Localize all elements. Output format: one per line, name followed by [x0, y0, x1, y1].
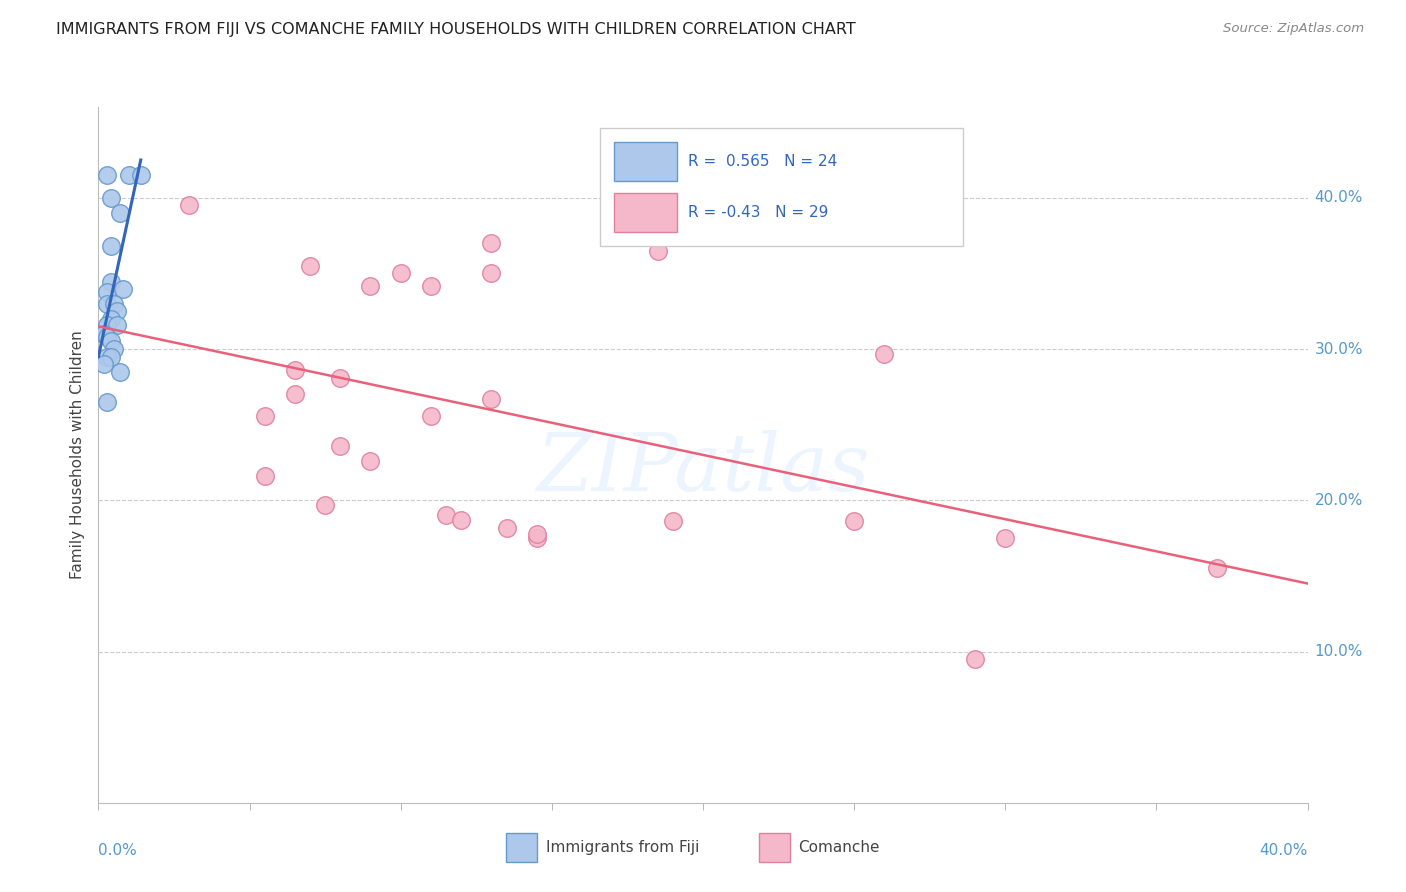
Point — [100, 239, 122, 253]
Point — [96, 350, 118, 364]
Point — [100, 311, 122, 326]
Point — [481, 267, 503, 281]
Point — [450, 513, 472, 527]
Text: Comanche: Comanche — [799, 840, 880, 855]
Text: 0.0%: 0.0% — [98, 843, 138, 858]
Point — [93, 357, 115, 371]
Text: ZIPatlas: ZIPatlas — [536, 430, 870, 508]
Point — [105, 304, 128, 318]
Text: 20.0%: 20.0% — [1315, 492, 1362, 508]
Point — [118, 168, 141, 182]
Point — [661, 515, 683, 529]
Point — [93, 326, 115, 341]
Point — [100, 276, 122, 290]
Point — [96, 296, 118, 310]
Point — [844, 515, 866, 529]
Point — [481, 392, 503, 406]
Point — [526, 531, 548, 545]
Point — [96, 395, 118, 409]
Text: IMMIGRANTS FROM FIJI VS COMANCHE FAMILY HOUSEHOLDS WITH CHILDREN CORRELATION CHA: IMMIGRANTS FROM FIJI VS COMANCHE FAMILY … — [56, 22, 856, 37]
Point — [329, 371, 352, 385]
Text: R =  0.565   N = 24: R = 0.565 N = 24 — [688, 153, 837, 169]
Point — [647, 244, 669, 258]
Point — [103, 296, 125, 310]
Point — [314, 498, 336, 512]
Point — [526, 526, 548, 541]
Y-axis label: Family Households with Children: Family Households with Children — [70, 331, 86, 579]
Point — [495, 520, 517, 534]
Point — [108, 206, 131, 220]
Point — [100, 334, 122, 349]
Point — [100, 191, 122, 205]
Text: Source: ZipAtlas.com: Source: ZipAtlas.com — [1223, 22, 1364, 36]
Point — [360, 454, 382, 468]
Point — [481, 236, 503, 251]
Point — [965, 652, 987, 666]
Point — [360, 278, 382, 293]
Point — [419, 409, 441, 423]
Point — [96, 285, 118, 299]
Point — [129, 168, 152, 182]
Point — [100, 350, 122, 364]
Point — [96, 318, 118, 332]
Text: 10.0%: 10.0% — [1315, 644, 1362, 659]
Point — [108, 365, 131, 379]
Point — [329, 439, 352, 453]
Point — [389, 267, 412, 281]
Point — [103, 342, 125, 356]
Point — [284, 387, 307, 401]
Point — [253, 409, 276, 423]
Text: R = -0.43   N = 29: R = -0.43 N = 29 — [688, 205, 828, 220]
Point — [1206, 561, 1229, 575]
Point — [873, 346, 896, 360]
Point — [299, 259, 322, 273]
Text: 40.0%: 40.0% — [1315, 190, 1362, 205]
Text: Immigrants from Fiji: Immigrants from Fiji — [546, 840, 699, 855]
Point — [284, 363, 307, 377]
Point — [111, 281, 134, 295]
Point — [253, 469, 276, 483]
Point — [105, 318, 128, 332]
Point — [177, 198, 201, 212]
Point — [994, 531, 1017, 545]
Text: 30.0%: 30.0% — [1315, 342, 1362, 357]
Point — [419, 278, 441, 293]
Point — [434, 508, 457, 523]
Text: 40.0%: 40.0% — [1260, 843, 1308, 858]
Point — [96, 168, 118, 182]
Point — [96, 330, 118, 344]
